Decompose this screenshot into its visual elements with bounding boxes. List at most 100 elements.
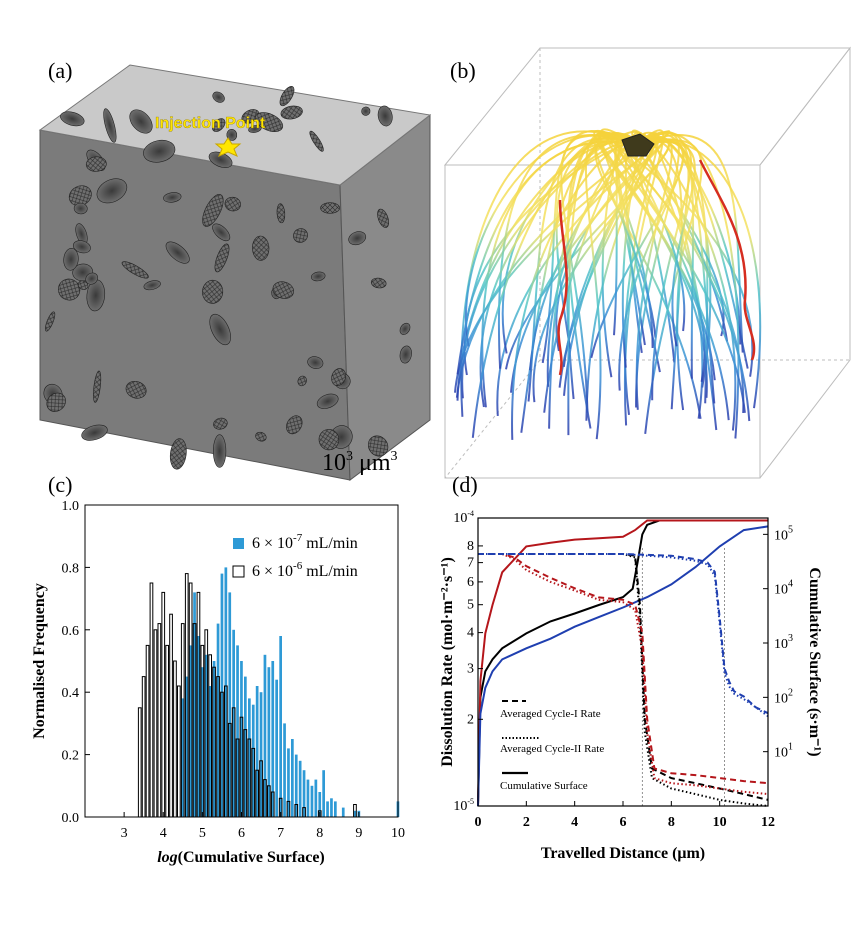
y-tick-label-left: 10-5 [453, 797, 474, 814]
pore [248, 125, 262, 133]
streamline [543, 131, 640, 413]
bar-series-1 [185, 676, 189, 817]
x-tick-label-d: 6 [620, 815, 627, 830]
pore [129, 109, 153, 134]
pore [241, 109, 260, 124]
pore [93, 370, 102, 403]
pore [320, 202, 341, 214]
bar-series-1 [353, 810, 357, 817]
streamline [471, 132, 637, 438]
y-tick-label: 0.0 [62, 811, 80, 826]
x-tick-label-d: 2 [523, 815, 530, 830]
bar-series-1 [267, 667, 271, 817]
pore [316, 393, 339, 409]
pore [331, 368, 346, 387]
y-tick-label-left: 8 [467, 539, 474, 554]
pore [60, 111, 85, 127]
streamline [584, 131, 637, 440]
y-tick-label-right: 101 [774, 742, 793, 761]
injection-point-marker [214, 137, 242, 157]
line-rate-II [478, 553, 769, 718]
pore [272, 281, 295, 299]
panel-d-label: (d) [452, 472, 478, 497]
line-rate-II [478, 553, 769, 796]
cube-top-face [38, 64, 432, 186]
pore [399, 345, 412, 364]
panel-c-histogram: (c) 3 4 5 6 7 8 9 10 0.0 0.2 0.4 0.6 0.8 1.0 log(Cumu… [31, 472, 405, 866]
legend-label-cumulative: Cumulative Surface [500, 780, 588, 792]
bar-series-1 [279, 636, 282, 817]
streamline [527, 137, 637, 402]
bar-series-1 [204, 654, 208, 817]
x-tick-label-d: 0 [475, 815, 482, 830]
legend-label-cycle-2: Averaged Cycle-II Rate [500, 743, 604, 755]
pore [213, 417, 228, 430]
legend-label-series-2: 6 × 10-6 mL/min [252, 560, 358, 580]
pore [72, 240, 91, 254]
legend-swatch-series-2 [232, 565, 245, 578]
pore [279, 86, 295, 107]
bar-series-1 [181, 698, 185, 817]
legend: 6 × 10-7 mL/min 6 × 10-6 mL/min [232, 532, 358, 580]
histogram-bars [137, 567, 400, 818]
pore [309, 130, 324, 152]
line-cumulative [477, 525, 769, 807]
pore [252, 235, 270, 261]
pore [143, 139, 176, 163]
pore [46, 392, 66, 412]
bar-series-1 [224, 567, 228, 817]
y-tick-label-left: 10-4 [453, 509, 474, 526]
y-tick-label-left: 4 [467, 626, 474, 641]
pore [103, 108, 117, 143]
pore [73, 202, 88, 215]
bar-series-1 [298, 760, 302, 817]
pore [280, 105, 303, 120]
x-axis-label: log(Cumulative Surface) [157, 849, 325, 866]
bar-series-2 [153, 629, 158, 818]
pore [297, 375, 307, 387]
y-tick-label: 1.0 [62, 499, 80, 514]
pore [307, 356, 324, 369]
axis-ticks-d: 0 2 4 6 8 10 12 10-5 2 3 4 5 6 7 8 10-4 101 102 103 104 105 [453, 509, 793, 830]
legend-label-cycle-1: Averaged Cycle-I Rate [500, 708, 601, 720]
streamline [529, 132, 646, 371]
pore [165, 241, 190, 264]
bar-series-1 [302, 770, 306, 817]
bar-series-2 [173, 660, 177, 818]
bar-series-2 [169, 613, 173, 818]
streamline [635, 133, 744, 353]
bar-series-1 [240, 661, 243, 817]
streamline [541, 130, 637, 364]
bar-series-2 [157, 623, 162, 818]
line-rate-I [478, 553, 769, 785]
pore [214, 243, 230, 273]
axis-ticks: 3 4 5 6 7 8 9 10 0.0 0.2 0.4 0.6 0.8 1.0 [62, 499, 406, 841]
bar-series-1 [306, 779, 310, 817]
streamline-bundle [454, 128, 762, 440]
y-axis-label-left-d: Dissolution Rate (mol·m⁻²·s⁻¹) [439, 557, 456, 767]
y-tick-label: 0.4 [62, 686, 80, 701]
pore [85, 272, 99, 285]
pore [169, 438, 187, 470]
x-axis-label-d: Travelled Distance (μm) [541, 845, 705, 862]
pore [370, 277, 387, 289]
x-tick-label-d: 4 [571, 815, 578, 830]
pore [125, 380, 147, 399]
pore [276, 203, 286, 224]
bar-series-1 [326, 801, 329, 817]
bar-series-1 [334, 801, 337, 817]
pore [202, 279, 224, 304]
bar-series-1 [212, 661, 216, 817]
x-tick-label: 4 [160, 826, 167, 841]
bar-series-1 [189, 645, 192, 817]
bar-series-1 [208, 686, 212, 817]
pore [45, 311, 56, 332]
pore [209, 313, 231, 346]
x-tick-label: 8 [316, 826, 323, 841]
pore [310, 271, 326, 282]
y-tick-label-right: 105 [774, 524, 793, 543]
y-tick-label-right: 104 [774, 579, 793, 598]
y-tick-label-left: 3 [467, 662, 474, 677]
y-tick-label: 0.6 [62, 624, 80, 639]
